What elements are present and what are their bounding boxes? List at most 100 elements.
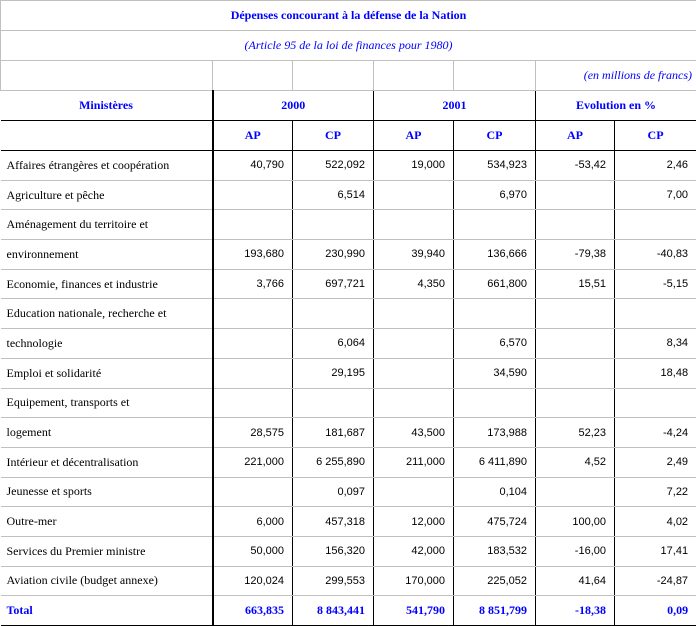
ministry-label-cell: environnement (0, 239, 213, 270)
ap-evolution-cell: 100,00 (535, 506, 615, 537)
cp-2001-cell: 183,532 (453, 536, 536, 567)
ap-2000-cell (211, 209, 293, 241)
cp-evolution-cell (613, 388, 696, 419)
ap-evolution-cell (535, 209, 615, 241)
header-ministeres: Ministères (0, 90, 213, 121)
table-row: Affaires étrangères et coopération 40,790… (0, 150, 696, 181)
units-note: (en millions de francs) (534, 60, 696, 91)
cp-2001-cell: 6,970 (453, 180, 536, 211)
cp-2001-cell: 534,923 (453, 150, 536, 181)
header-cp: CP (453, 120, 536, 151)
table-row: Outre-mer 6,000 457,318 12,000 475,724 100,00… (0, 506, 696, 537)
ap-2000-cell (211, 180, 293, 211)
ministry-label-cell: Aviation civile (budget annexe) (0, 566, 213, 597)
cp-2001-cell (453, 388, 536, 419)
cp-evolution-cell: -40,83 (613, 239, 696, 270)
cp-evolution-cell: -5,15 (613, 269, 696, 300)
total-label: Total (0, 595, 213, 626)
cp-evolution-cell: 4,02 (613, 506, 696, 537)
total-cp-2001: 8 851,799 (453, 595, 536, 626)
ap-2000-cell: 40,790 (211, 150, 293, 181)
cp-evolution-cell (613, 298, 696, 330)
ap-2000-cell (211, 328, 293, 359)
cp-2001-cell: 661,800 (453, 269, 536, 300)
cp-2000-cell: 6,064 (292, 328, 374, 359)
ministry-label-cell: Education nationale, recherche et (0, 298, 213, 330)
table-row: Services du Premier ministre 50,000 156,32… (0, 536, 696, 567)
cp-2000-cell: 230,990 (292, 239, 374, 270)
ministry-label-cell: Agriculture et pêche (0, 180, 213, 211)
ap-2001-cell (373, 358, 454, 389)
ap-2001-cell: 170,000 (373, 566, 454, 597)
cp-2000-cell: 522,092 (292, 150, 374, 181)
table-row: logement 28,575 181,687 43,500 173,988 52,23-… (0, 417, 696, 448)
cp-2000-cell (292, 388, 374, 419)
ap-2000-cell: 221,000 (211, 447, 293, 478)
table-row: Economie, finances et industrie 3,766 697,… (0, 269, 696, 300)
empty-cell (0, 60, 213, 91)
cp-evolution-cell: 2,49 (613, 447, 696, 478)
ap-2001-cell: 43,500 (373, 417, 454, 448)
ap-2000-cell: 3,766 (211, 269, 293, 300)
ap-2001-cell: 12,000 (373, 506, 454, 537)
header-year-2001: 2001 (373, 90, 536, 121)
cp-2001-cell (453, 298, 536, 330)
total-cp-evolution: 0,09 (613, 595, 696, 626)
ministry-label-cell: Jeunesse et sports (0, 477, 213, 508)
cp-2000-cell (292, 298, 374, 330)
header-ap: AP (211, 120, 293, 151)
ap-2001-cell (373, 388, 454, 419)
ap-evolution-cell: -16,00 (535, 536, 615, 567)
cp-2000-cell: 697,721 (292, 269, 374, 300)
empty-cell (0, 120, 213, 151)
cp-2001-cell: 173,988 (453, 417, 536, 448)
header-ap: AP (535, 120, 615, 151)
cp-2000-cell: 0,097 (292, 477, 374, 508)
table-row: Equipement, transports et (0, 388, 696, 419)
ministry-label-cell: Affaires étrangères et coopération (0, 150, 213, 181)
cp-evolution-cell (613, 209, 696, 241)
cp-2000-cell (292, 209, 374, 241)
ap-2000-cell: 193,680 (211, 239, 293, 270)
ap-2000-cell (211, 388, 293, 419)
table-row: Aménagement du territoire et (0, 209, 696, 241)
ap-2000-cell (211, 298, 293, 330)
ministry-label-cell: technologie (0, 328, 213, 359)
cp-2001-cell: 6 411,890 (453, 447, 536, 478)
ap-2001-cell (373, 180, 454, 211)
table-row: Education nationale, recherche et (0, 298, 696, 330)
ap-2000-cell (211, 358, 293, 389)
cp-evolution-cell: 7,22 (613, 477, 696, 508)
table-row: environnement 193,680 230,990 39,940 136,666… (0, 239, 696, 270)
table-row: Aviation civile (budget annexe) 120,024 29… (0, 566, 696, 597)
cp-2000-cell: 299,553 (292, 566, 374, 597)
cp-2001-cell: 6,570 (453, 328, 536, 359)
header-ap: AP (373, 120, 454, 151)
cp-2001-cell: 136,666 (453, 239, 536, 270)
ap-2001-cell: 39,940 (373, 239, 454, 270)
empty-cell (212, 60, 293, 91)
cp-evolution-cell: 18,48 (613, 358, 696, 389)
ap-2000-cell: 6,000 (211, 506, 293, 537)
ministry-label-cell: Aménagement du territoire et (0, 209, 213, 241)
cp-evolution-cell: 7,00 (613, 180, 696, 211)
ap-2001-cell (373, 298, 454, 330)
ap-evolution-cell (535, 298, 615, 330)
ministry-label-cell: Equipement, transports et (0, 388, 213, 419)
table-subtitle: (Article 95 de la loi de finances pour 1… (0, 30, 696, 61)
cp-evolution-cell: 2,46 (613, 150, 696, 181)
ap-2000-cell: 120,024 (211, 566, 293, 597)
ap-evolution-cell (535, 477, 615, 508)
cp-evolution-cell: -24,87 (613, 566, 696, 597)
cp-2000-cell: 156,320 (292, 536, 374, 567)
ministry-label-cell: Outre-mer (0, 506, 213, 537)
table-row: technologie 6,064 6,570 8,34 (0, 328, 696, 359)
total-cp-2000: 8 843,441 (292, 595, 374, 626)
header-cp: CP (613, 120, 696, 151)
header-cp: CP (292, 120, 374, 151)
ap-2001-cell: 42,000 (373, 536, 454, 567)
cp-2000-cell: 29,195 (292, 358, 374, 389)
cp-2001-cell: 225,052 (453, 566, 536, 597)
ministry-label-cell: Intérieur et décentralisation (0, 447, 213, 478)
